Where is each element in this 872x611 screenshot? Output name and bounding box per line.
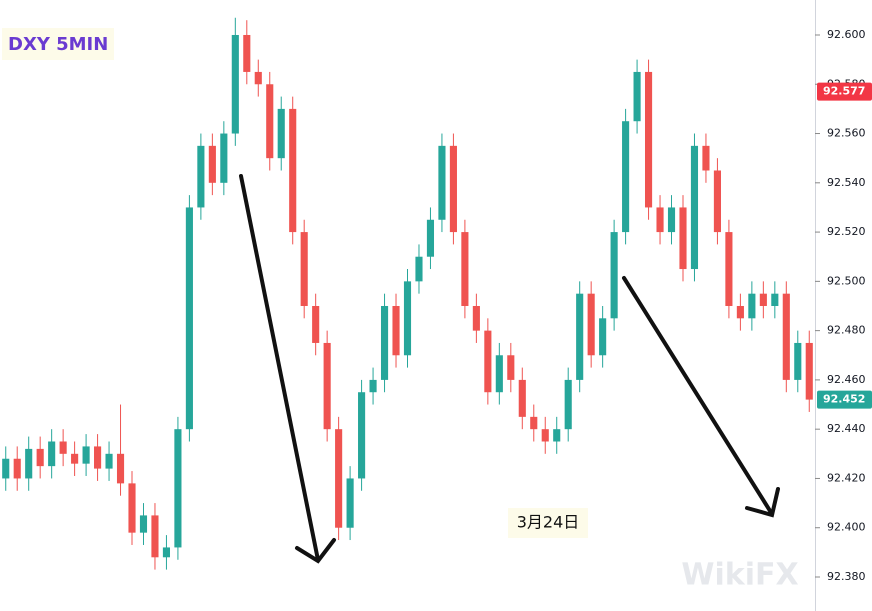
candle-body xyxy=(564,379,572,430)
candle-body xyxy=(254,71,262,85)
candle-body xyxy=(518,379,526,417)
arrow xyxy=(622,276,774,516)
candle-body xyxy=(679,207,687,270)
y-tick-label: 92.520 xyxy=(827,225,866,238)
candle-body xyxy=(541,429,549,442)
candle-body xyxy=(690,145,699,270)
candle-body xyxy=(805,342,813,400)
candle-body xyxy=(472,305,480,331)
chart-title: DXY 5MIN xyxy=(8,34,108,55)
candle-body xyxy=(369,379,377,393)
y-tick-label: 92.440 xyxy=(827,422,866,435)
candle-body xyxy=(174,429,182,548)
price-badge-label: 92.577 xyxy=(823,85,865,98)
candle-body xyxy=(289,108,297,233)
candle-body xyxy=(162,547,171,558)
candle-body xyxy=(392,305,400,356)
candle-body xyxy=(59,441,67,454)
candle-body xyxy=(656,207,664,233)
candle-body xyxy=(358,392,366,479)
candle-body xyxy=(220,133,228,183)
candle-body xyxy=(151,515,159,558)
y-tick-label: 92.540 xyxy=(827,176,866,189)
candle-body xyxy=(243,34,251,72)
price-badge xyxy=(817,390,872,409)
candle-body xyxy=(713,170,721,233)
y-tick-label: 92.400 xyxy=(827,521,866,534)
candle-body xyxy=(300,232,308,306)
y-tick-label: 92.500 xyxy=(827,274,866,287)
candle-body xyxy=(771,293,779,306)
candle-body xyxy=(380,305,389,380)
candle-body xyxy=(759,293,767,306)
y-tick-label: 92.420 xyxy=(827,471,866,484)
candle-body xyxy=(667,207,676,233)
annotation-box xyxy=(508,508,588,538)
candle-body xyxy=(794,342,802,380)
y-tick-label: 92.560 xyxy=(827,127,866,140)
candle-body xyxy=(105,453,113,469)
candle-body xyxy=(576,293,584,380)
candle-body xyxy=(266,84,274,159)
arrow xyxy=(239,174,320,562)
candle-body xyxy=(415,256,423,282)
candle-body xyxy=(277,108,285,159)
candle-body xyxy=(748,293,756,319)
candle-body xyxy=(633,71,641,122)
candle-body xyxy=(71,453,79,464)
candle-body xyxy=(197,145,205,208)
y-tick-label: 92.480 xyxy=(827,324,866,337)
candle-body xyxy=(461,232,469,306)
candle-body xyxy=(644,71,653,208)
candle-body xyxy=(484,330,492,393)
y-tick-label: 92.460 xyxy=(827,373,866,386)
candle-body xyxy=(530,416,538,430)
candle-body xyxy=(185,207,193,430)
candle-body xyxy=(94,446,102,469)
candle-body xyxy=(782,293,790,380)
y-tick-label: 92.600 xyxy=(827,28,866,41)
candle-body xyxy=(2,458,10,479)
candle-body xyxy=(139,515,148,533)
annotation: 3月24日 xyxy=(517,513,580,532)
candle-body xyxy=(507,355,515,380)
candle-body xyxy=(323,342,331,430)
candle-body xyxy=(725,232,733,306)
candle-body xyxy=(438,145,446,220)
candle-body xyxy=(622,121,630,233)
candle-body xyxy=(335,429,343,528)
candle-body xyxy=(702,145,710,171)
candle-body xyxy=(449,145,457,233)
title-box xyxy=(2,28,114,60)
arrows xyxy=(239,174,780,564)
arrow-head xyxy=(295,538,336,564)
candle-body xyxy=(495,355,503,393)
price-badge xyxy=(817,82,872,101)
candle-body xyxy=(208,145,216,183)
candle-body xyxy=(736,305,744,319)
candle-body xyxy=(128,483,136,533)
candle-body xyxy=(36,448,44,467)
candle-body xyxy=(116,453,125,484)
y-tick-label: 92.380 xyxy=(827,570,866,583)
candle-body xyxy=(553,429,561,442)
candle-body xyxy=(13,458,21,479)
candle-body xyxy=(346,478,354,528)
candle-body xyxy=(610,232,618,319)
candle-body xyxy=(48,441,56,467)
plot-area xyxy=(2,17,813,570)
candle-body xyxy=(426,219,435,257)
candle-body xyxy=(312,305,320,343)
candle-body xyxy=(599,318,607,356)
price-badge-label: 92.452 xyxy=(823,393,865,406)
candle-body xyxy=(403,281,412,356)
candle-body xyxy=(82,446,90,464)
candle-body xyxy=(231,34,239,134)
arrow-head xyxy=(745,487,780,518)
candle-body xyxy=(587,293,595,356)
candle-body xyxy=(25,448,33,479)
watermark: WikiFX xyxy=(681,558,798,593)
